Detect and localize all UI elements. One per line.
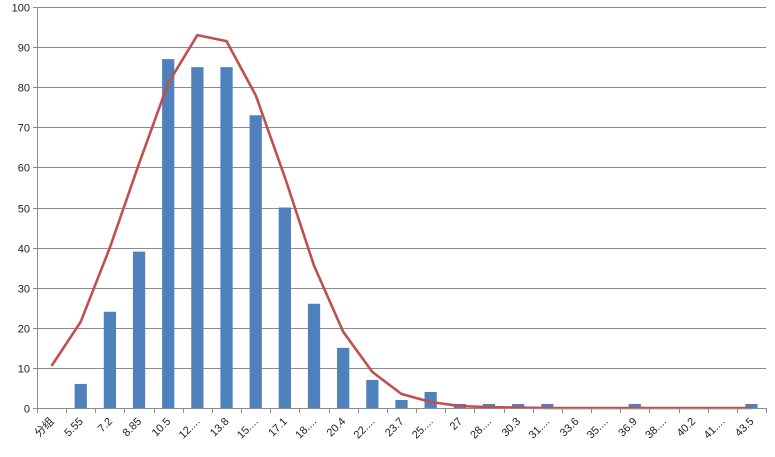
- x-tick-label: 31....: [527, 416, 553, 442]
- x-tick-label: 22....: [352, 416, 378, 442]
- y-tick-label: 30: [18, 284, 30, 296]
- y-tick-label: 10: [18, 364, 30, 376]
- bar: [74, 383, 87, 408]
- y-tick-label: 60: [18, 163, 30, 175]
- gridlines: [37, 7, 766, 369]
- y-tick-label: 80: [18, 83, 30, 95]
- bar: [249, 115, 262, 409]
- x-tick-label: 7.2: [96, 416, 115, 435]
- bar: [366, 379, 379, 408]
- x-tick-label: 25....: [410, 416, 436, 442]
- x-tick-label: 28....: [468, 416, 494, 442]
- x-tick-label: 41....: [702, 416, 728, 442]
- bar: [395, 399, 408, 408]
- bar: [424, 391, 437, 408]
- bar: [512, 403, 525, 408]
- y-tick-label: 100: [12, 3, 30, 15]
- line-series: [50, 33, 752, 410]
- x-tick-label: 13.8: [208, 416, 232, 440]
- x-tick-label: 35....: [585, 416, 611, 442]
- y-tick-label: 50: [18, 204, 30, 216]
- x-tick-label: 20.4: [325, 416, 349, 440]
- x-tick-label: 8.85: [121, 416, 145, 440]
- y-tick-labels: 0 10 20 30 40 50 60 70 80 90 100: [12, 3, 30, 416]
- x-tick-label: 38....: [643, 416, 669, 442]
- x-tick-label: 27: [448, 416, 465, 433]
- x-tick-label: 15....: [235, 416, 261, 442]
- axes: [33, 7, 767, 413]
- bar: [191, 67, 204, 409]
- bar: [103, 311, 117, 408]
- x-tick-label: 33.6: [558, 416, 582, 440]
- y-tick-label: 0: [24, 404, 30, 416]
- y-tick-label: 70: [18, 123, 30, 135]
- x-tick-label: 30.3: [500, 416, 524, 440]
- x-tick-labels: 分组 5.55 7.2 8.85 10.5 12.... 13.8 15.... 17.1 18.…: [31, 414, 756, 441]
- bar: [220, 67, 233, 409]
- x-tick-label: 23.7: [383, 416, 407, 440]
- bar: [541, 403, 554, 408]
- bar: [162, 59, 175, 408]
- bar: [307, 303, 321, 408]
- y-tick-label: 40: [18, 244, 30, 256]
- x-tick-label: 17.1: [266, 416, 290, 440]
- bar: [132, 251, 146, 408]
- y-tick-label: 20: [18, 324, 30, 336]
- x-tick-label: 40.2: [675, 416, 699, 440]
- x-tick-label: 分组: [31, 414, 56, 439]
- y-tick-label: 90: [18, 43, 30, 55]
- bar: [278, 207, 291, 408]
- x-tick-label: 5.55: [62, 416, 86, 440]
- bar: [745, 403, 758, 408]
- bar: [337, 347, 350, 408]
- x-tick-label: 10.5: [150, 416, 174, 440]
- bar: [628, 403, 641, 408]
- series-line: [50, 33, 752, 410]
- bar-series: [74, 59, 758, 409]
- x-tick-label: 12....: [177, 416, 203, 442]
- x-tick-label: 43.5: [733, 416, 757, 440]
- x-tick-label: 18....: [293, 416, 319, 442]
- x-tick-label: 36.9: [616, 416, 640, 440]
